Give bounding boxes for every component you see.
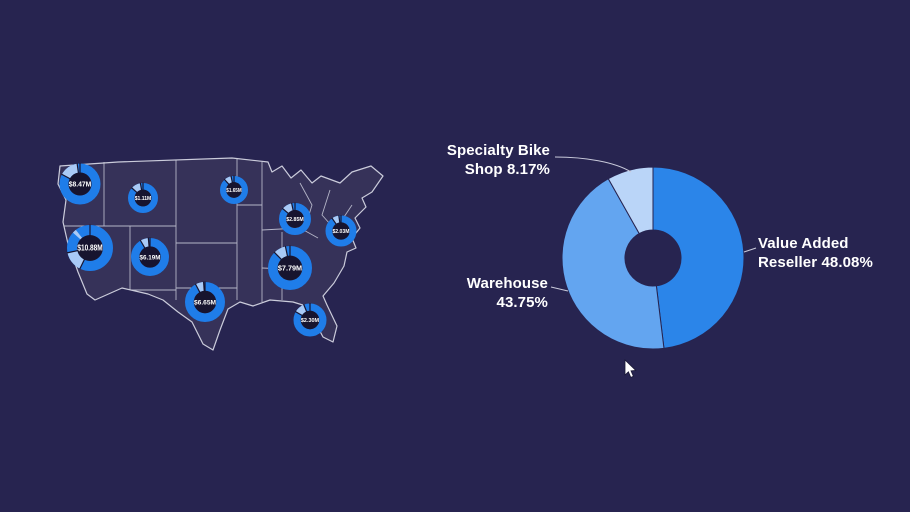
bubble-segment-gap bbox=[139, 239, 146, 249]
label-var-line1: Value Added bbox=[758, 235, 849, 252]
label-var-line2: Reseller 48.08% bbox=[758, 254, 873, 271]
channel-donut-chart[interactable] bbox=[561, 166, 745, 350]
map-bubble-layer: $8.47M $1.11M $1.65M $2.85M $2.03M $10.88M $6.… bbox=[59, 163, 357, 337]
label-specialty-bike-shop: Specialty Bike Shop 8.17% bbox=[400, 141, 550, 179]
bubble-value-label: $6.65M bbox=[194, 299, 216, 306]
map-bubble--6-65m[interactable]: $6.65M bbox=[184, 281, 225, 322]
map-bubble--6-19m[interactable]: $6.19M bbox=[130, 237, 169, 276]
bubble-segment-gap bbox=[194, 283, 201, 293]
bubble-value-label: $8.47M bbox=[69, 181, 92, 188]
label-specialty-line2: Shop 8.17% bbox=[464, 161, 550, 178]
bubble-center bbox=[68, 172, 92, 196]
map-bubble--2-30m[interactable]: $2.30M bbox=[293, 303, 327, 337]
bubble-segment-gap bbox=[147, 237, 150, 247]
bubble-value-label: $2.03M bbox=[332, 229, 350, 235]
bubble-segment-gap bbox=[230, 175, 234, 183]
label-warehouse-line2: 43.75% bbox=[496, 294, 548, 311]
callout-var bbox=[743, 247, 757, 253]
map-bubble--2-03m[interactable]: $2.03M bbox=[325, 215, 357, 247]
donut-callout-lines bbox=[550, 156, 757, 292]
bubble-value-label: $1.65M bbox=[226, 188, 241, 194]
bubble-center bbox=[77, 235, 103, 261]
bubble-center bbox=[134, 189, 152, 207]
donut-slice-value-added-reseller[interactable] bbox=[652, 166, 745, 349]
bubble-ring-light-segment[interactable] bbox=[295, 304, 307, 316]
bubble-ring-light-segment[interactable] bbox=[140, 238, 150, 248]
map-bubble--7-79m[interactable]: $7.79M bbox=[267, 245, 312, 290]
map-bubble--2-85m[interactable]: $2.85M bbox=[278, 202, 311, 236]
bubble-value-label: $10.88M bbox=[77, 244, 102, 253]
bubble-center bbox=[300, 310, 320, 330]
bubble-center bbox=[332, 222, 350, 240]
map-bubble--1-65m[interactable]: $1.65M bbox=[220, 175, 249, 205]
bubble-ring-light-segment[interactable] bbox=[131, 183, 142, 193]
bubble-ring-light-segment[interactable] bbox=[72, 229, 83, 240]
donut-slice-warehouse[interactable] bbox=[561, 178, 665, 350]
label-warehouse: Warehouse 43.75% bbox=[398, 274, 548, 312]
bubble-value-label: $7.79M bbox=[278, 264, 302, 273]
bubble-segment-gap bbox=[281, 207, 289, 215]
bubble-segment-gap bbox=[338, 215, 341, 223]
label-value-added-reseller: Value Added Reseller 48.08% bbox=[758, 234, 873, 272]
bubble-ring-light-segment[interactable] bbox=[195, 282, 205, 293]
bubble-center bbox=[226, 182, 242, 198]
label-warehouse-line1: Warehouse bbox=[466, 275, 548, 292]
bubble-value-label: $2.85M bbox=[286, 217, 304, 223]
bubble-segment-gap bbox=[79, 258, 86, 270]
label-specialty-line1: Specialty Bike bbox=[446, 142, 550, 159]
donut-slice-specialty-bike-shop[interactable] bbox=[607, 166, 654, 235]
callout-specialty bbox=[554, 156, 632, 173]
callout-warehouse bbox=[550, 286, 569, 292]
bubble-segment-gap bbox=[139, 182, 143, 191]
bubble-value-label: $2.30M bbox=[301, 318, 320, 324]
bubble-segment-gap bbox=[294, 310, 303, 317]
bubble-ring-light-segment[interactable] bbox=[282, 203, 294, 214]
bubble-ring-light-segment[interactable] bbox=[274, 246, 288, 260]
bubble-center bbox=[277, 255, 303, 281]
bubble-ring-light-segment[interactable] bbox=[332, 215, 340, 224]
bubble-segment-gap bbox=[131, 187, 138, 194]
bubble-value-label: $1.11M bbox=[135, 196, 152, 202]
bubble-ring-light-segment[interactable] bbox=[224, 176, 233, 185]
bubble-value-label: $6.19M bbox=[140, 254, 161, 261]
bubble-center bbox=[193, 290, 217, 314]
bubble-segment-gap bbox=[273, 251, 283, 261]
bubble-segment-gap bbox=[331, 217, 337, 225]
map-bubble--1-11m[interactable]: $1.11M bbox=[128, 182, 159, 214]
us-map[interactable]: $8.47M $1.11M $1.65M $2.85M $2.03M $10.88M $6.… bbox=[57, 157, 384, 351]
map-bubble--10-88m[interactable]: $10.88M bbox=[66, 224, 113, 271]
bubble-center bbox=[286, 210, 304, 228]
bubble-segment-gap bbox=[61, 173, 71, 180]
bubble-segment-gap bbox=[303, 304, 308, 313]
bubble-segment-gap bbox=[284, 245, 289, 257]
mouse-cursor bbox=[624, 359, 637, 378]
bubble-segment-gap bbox=[290, 202, 294, 211]
bubble-segment-gap bbox=[202, 281, 205, 292]
bubble-segment-gap bbox=[66, 249, 79, 254]
bubble-segment-gap bbox=[223, 178, 230, 185]
bubble-segment-gap bbox=[76, 163, 80, 174]
bubble-center bbox=[139, 246, 161, 268]
map-bubble--8-47m[interactable]: $8.47M bbox=[59, 163, 101, 205]
